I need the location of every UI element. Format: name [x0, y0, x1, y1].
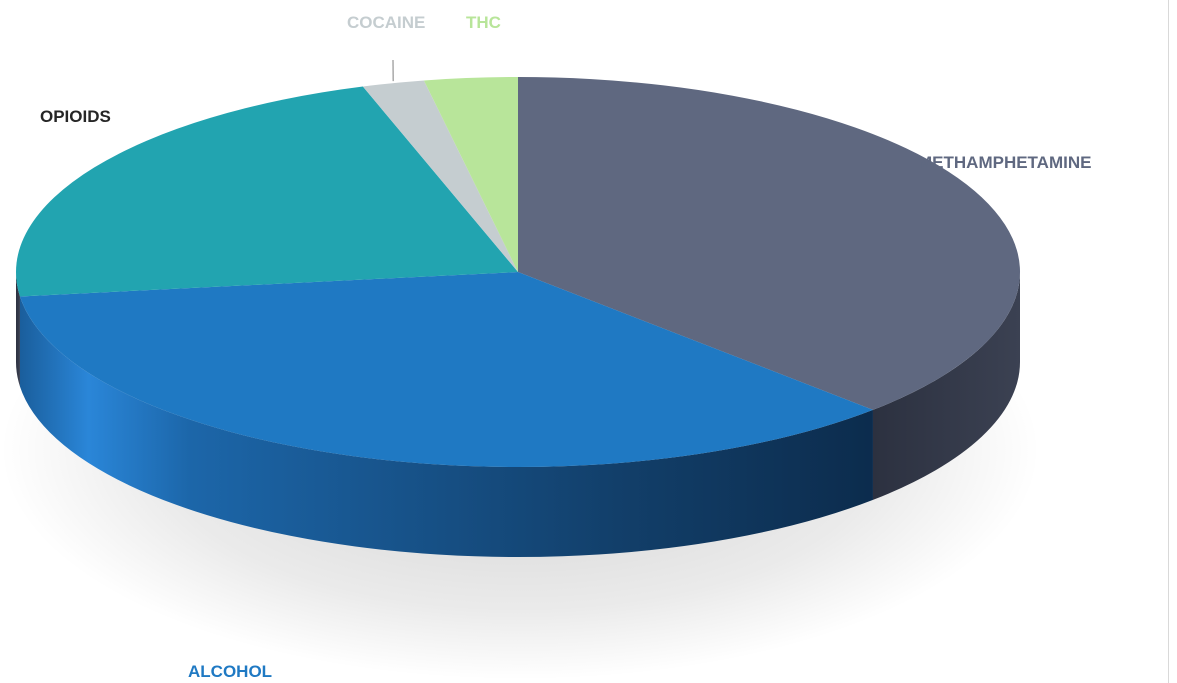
- slice-alcohol: [19, 272, 873, 468]
- slice-thc: [423, 77, 518, 272]
- label-alcohol: ALCOHOL: [188, 662, 272, 681]
- slice-side-methamphetamine: [872, 272, 1020, 500]
- pie-side-walls: [16, 272, 1020, 558]
- slice-side-alcohol: [19, 296, 873, 558]
- slice-labels: METHAMPHETAMINE ALCOHOL OPIOIDS COCAINE THC: [40, 13, 1091, 681]
- label-cocaine: COCAINE: [347, 13, 425, 32]
- slice-cocaine: [362, 80, 518, 272]
- label-thc: THC: [466, 13, 501, 32]
- pie-top-faces: [16, 77, 1021, 468]
- slice-side-opioids: [16, 272, 20, 387]
- slice-methamphetamine: [518, 77, 1021, 410]
- label-methamphetamine: METHAMPHETAMINE: [918, 153, 1091, 172]
- right-border-rule: [1168, 0, 1169, 683]
- slice-opioids: [16, 86, 518, 297]
- label-opioids: OPIOIDS: [40, 107, 111, 126]
